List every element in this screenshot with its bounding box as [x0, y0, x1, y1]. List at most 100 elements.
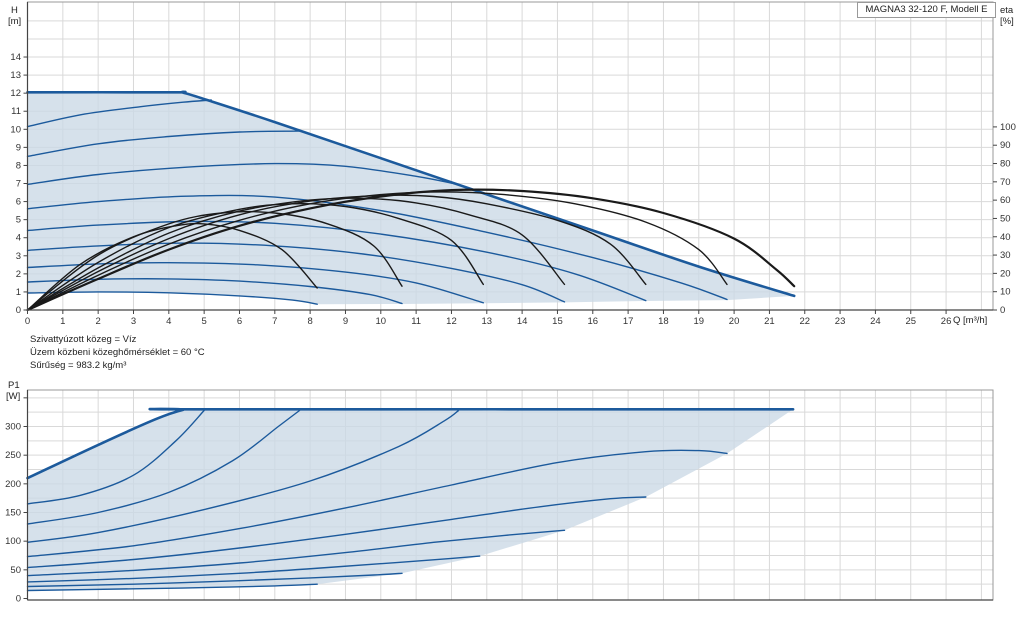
power-curve-6 — [26, 496, 647, 569]
power-curve-10 — [26, 583, 318, 592]
max-power-curve — [26, 407, 795, 480]
svg-text:18: 18 — [658, 316, 669, 327]
h-axis-unit: [m] — [8, 16, 22, 27]
power-curve-7 — [26, 529, 566, 577]
svg-text:30: 30 — [1000, 250, 1011, 261]
svg-text:24: 24 — [870, 316, 881, 327]
svg-text:8: 8 — [16, 160, 21, 171]
svg-text:21: 21 — [764, 316, 775, 327]
tick-marks — [23, 397, 28, 599]
eta-curve-1 — [26, 188, 796, 312]
svg-text:14: 14 — [10, 52, 21, 63]
svg-text:300: 300 — [5, 422, 21, 433]
power-curve-3 — [26, 409, 301, 525]
svg-text:6: 6 — [237, 316, 242, 327]
p1-chart: 0 50 100 150 200 250 300 — [5, 389, 994, 605]
max-speed-curve — [26, 90, 796, 298]
h-axis-label: H [m] — [8, 5, 21, 27]
svg-text:50: 50 — [1000, 213, 1011, 224]
p1-axis-unit: [W] — [6, 391, 21, 402]
power-curve-2 — [26, 409, 205, 505]
svg-text:80: 80 — [1000, 159, 1011, 170]
svg-text:40: 40 — [1000, 232, 1011, 243]
p1-axis-symbol: P1 — [8, 380, 20, 391]
svg-text:11: 11 — [411, 316, 421, 327]
svg-text:17: 17 — [623, 316, 634, 327]
tick-labels: 0 50 100 150 200 250 300 — [5, 422, 21, 605]
svg-text:13: 13 — [10, 70, 21, 81]
svg-text:10: 10 — [1000, 287, 1011, 298]
eta-curve-5 — [26, 202, 484, 311]
axes — [26, 2, 993, 311]
speed-curve-2 — [26, 99, 212, 128]
svg-text:23: 23 — [835, 316, 846, 327]
svg-text:4: 4 — [16, 233, 21, 244]
svg-text:13: 13 — [482, 316, 493, 327]
speed-curve-4 — [26, 162, 456, 186]
svg-text:14: 14 — [517, 316, 528, 327]
power-curve-8 — [26, 555, 481, 583]
svg-text:16: 16 — [587, 316, 598, 327]
power-area — [27, 409, 794, 591]
eta-curve-4 — [26, 197, 566, 311]
eta-curve-7 — [26, 222, 318, 311]
power-curve-9 — [26, 572, 403, 588]
eta-curve-6 — [26, 210, 403, 311]
svg-text:9: 9 — [16, 142, 21, 153]
speed-curve-3 — [26, 130, 301, 158]
svg-text:20: 20 — [1000, 268, 1011, 279]
hq-chart: 0123456789101112131401020304050607080901… — [10, 1, 1016, 327]
info-line-temperature: Üzem közbeni közeghőmérséklet = 60 °C — [30, 347, 205, 358]
eta-axis-label: eta [%] — [1000, 5, 1014, 27]
svg-text:3: 3 — [131, 316, 136, 327]
svg-text:0: 0 — [16, 594, 21, 605]
info-line-density: Sűrűség = 983.2 kg/m³ — [30, 360, 127, 371]
chart-title-box: MAGNA3 32-120 F, Modell E — [857, 2, 996, 18]
svg-text:12: 12 — [446, 316, 457, 327]
svg-text:0: 0 — [25, 316, 30, 327]
svg-text:26: 26 — [941, 316, 952, 327]
svg-text:2: 2 — [96, 316, 101, 327]
svg-text:150: 150 — [5, 508, 21, 519]
eta-axis-unit: [%] — [1000, 16, 1014, 27]
speed-curve-5 — [26, 194, 728, 301]
svg-text:70: 70 — [1000, 177, 1011, 188]
svg-text:22: 22 — [799, 316, 810, 327]
svg-text:19: 19 — [693, 316, 704, 327]
h-axis-symbol: H — [11, 5, 18, 16]
svg-text:250: 250 — [5, 450, 21, 461]
svg-text:2: 2 — [16, 269, 21, 280]
svg-text:20: 20 — [729, 316, 740, 327]
svg-text:10: 10 — [10, 124, 21, 135]
svg-text:4: 4 — [166, 316, 171, 327]
area-fills — [27, 92, 795, 305]
svg-text:100: 100 — [5, 536, 21, 547]
svg-text:0: 0 — [1000, 305, 1005, 316]
svg-text:8: 8 — [307, 316, 312, 327]
eta-curve-3 — [26, 194, 647, 311]
speed-curve-7 — [26, 242, 566, 303]
speed-curve-8 — [26, 261, 484, 304]
svg-text:100: 100 — [1000, 122, 1016, 133]
svg-text:5: 5 — [16, 215, 21, 226]
svg-text:25: 25 — [905, 316, 916, 327]
svg-text:90: 90 — [1000, 140, 1011, 151]
svg-text:1: 1 — [16, 287, 21, 298]
efficiency-curves — [26, 188, 796, 312]
speed-curve-6 — [26, 220, 647, 302]
svg-text:1: 1 — [60, 316, 65, 327]
p1-axis-label: P1 [W] — [6, 380, 20, 402]
operating-conditions: Szivattyúzott közeg = Víz Üzem közbeni k… — [30, 333, 205, 372]
svg-text:7: 7 — [16, 179, 21, 190]
svg-text:15: 15 — [552, 316, 563, 327]
tick-marks — [23, 56, 997, 314]
power-curve-4 — [26, 409, 460, 543]
svg-text:7: 7 — [272, 316, 277, 327]
svg-text:6: 6 — [16, 197, 21, 208]
power-curve-5 — [26, 449, 728, 558]
speed-curves — [26, 407, 795, 592]
axes — [26, 390, 993, 601]
operating-area — [27, 92, 795, 305]
